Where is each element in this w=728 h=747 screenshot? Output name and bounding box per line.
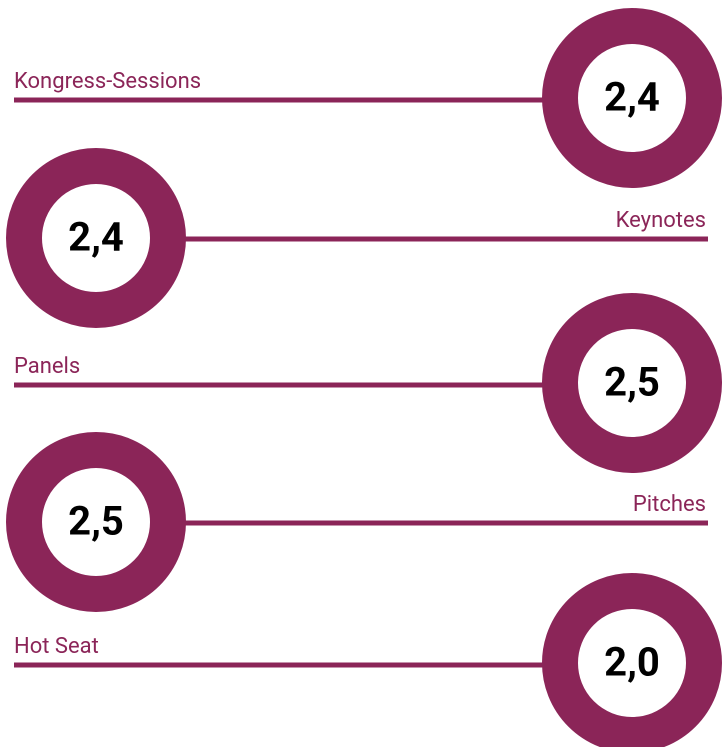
item-label: Keynotes [616,208,706,233]
item-label: Hot Seat [14,634,99,659]
item-label: Pitches [633,492,706,517]
item-label: Panels [14,354,80,379]
item-value: 2,5 [68,498,124,545]
item-value: 2,5 [604,359,660,406]
ring [6,148,186,328]
item-value: 2,0 [604,639,660,686]
ring [6,432,186,612]
ring [542,573,722,747]
item-value: 2,4 [604,74,660,121]
ring [542,8,722,188]
item-label: Kongress-Sessions [14,69,201,94]
item-value: 2,4 [68,214,124,261]
ring [542,293,722,473]
